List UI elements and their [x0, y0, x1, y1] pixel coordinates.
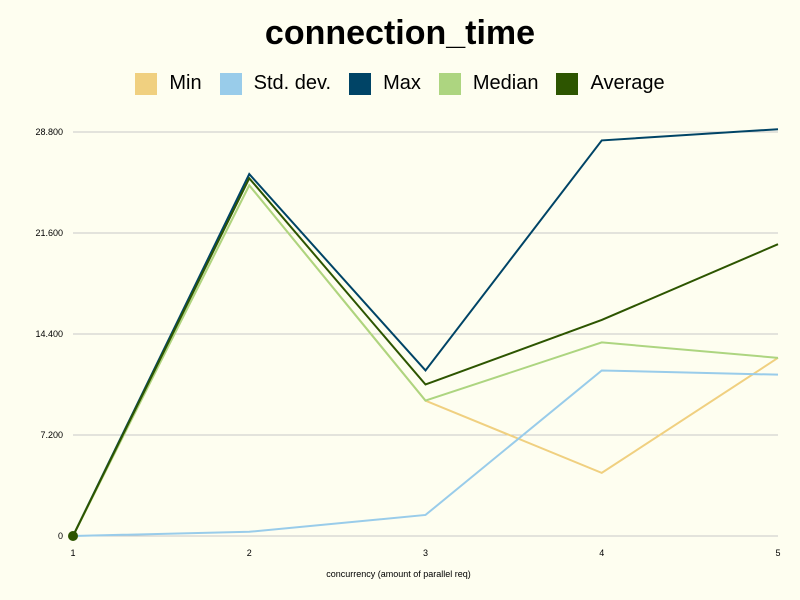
legend-item-median: Median: [438, 72, 539, 95]
legend-swatch: [556, 72, 579, 95]
x-tick-label: 3: [423, 548, 428, 558]
legend-swatch: [135, 72, 158, 95]
legend-swatch: [438, 72, 461, 95]
legend-swatch: [349, 72, 372, 95]
y-tick-label: 7.200: [40, 430, 63, 440]
legend-item-min: Min: [135, 72, 202, 95]
series-line-max: [72, 128, 779, 537]
legend-item-max: Max: [349, 72, 421, 95]
legend-label: Median: [472, 72, 539, 94]
x-tick-label: 2: [247, 548, 252, 558]
x-tick-label: 4: [599, 548, 604, 558]
series-line-min: [72, 183, 779, 537]
legend-label: Min: [169, 72, 202, 94]
chart-title: connection_time: [264, 14, 536, 52]
series-line-std-dev: [72, 369, 779, 537]
y-tick-label: 28.800: [35, 127, 63, 137]
legend-label: Std. dev.: [253, 72, 332, 94]
series-line-average: [72, 176, 779, 537]
x-tick-label: 1: [70, 548, 75, 558]
y-tick-label: 0: [58, 531, 63, 541]
x-axis-label: concurrency (amount of parallel req): [326, 569, 471, 579]
legend-swatch: [219, 72, 242, 95]
legend-item-average: Average: [556, 72, 665, 95]
legend-label: Average: [590, 72, 665, 94]
origin-point: [68, 531, 78, 541]
legend: Min Std. dev. Max Median Average: [0, 72, 800, 95]
series-line-median: [72, 183, 779, 537]
legend-label: Max: [383, 72, 421, 94]
x-tick-label: 5: [775, 548, 780, 558]
y-tick-label: 14.400: [35, 329, 63, 339]
y-tick-label: 21.600: [35, 228, 63, 238]
legend-item-std-dev: Std. dev.: [219, 72, 332, 95]
